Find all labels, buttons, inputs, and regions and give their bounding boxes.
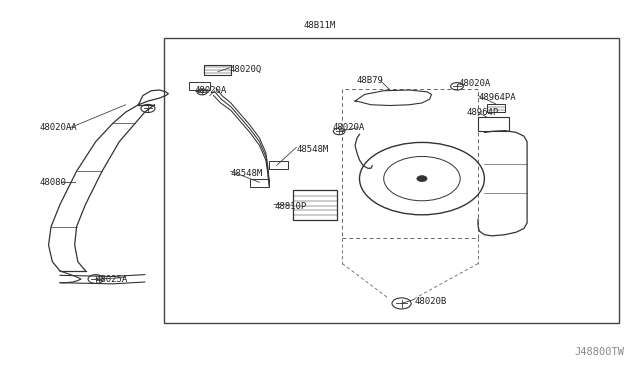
Bar [487, 104, 505, 112]
Text: 48020A: 48020A [195, 86, 227, 95]
Bar [269, 161, 288, 169]
Text: 48548M: 48548M [296, 145, 329, 154]
Text: 48B11M: 48B11M [304, 21, 336, 30]
Bar [250, 179, 269, 187]
Bar [164, 38, 620, 323]
Text: 48548M: 48548M [231, 169, 263, 177]
Text: 48B79: 48B79 [357, 76, 384, 85]
Bar [478, 117, 509, 131]
Bar [293, 190, 337, 220]
Text: 48080: 48080 [40, 178, 67, 187]
Text: 48020A: 48020A [459, 79, 491, 88]
Text: 48964PA: 48964PA [478, 93, 516, 102]
Circle shape [417, 176, 427, 182]
Bar [189, 82, 210, 90]
Text: 48810P: 48810P [274, 202, 307, 211]
Text: 48025A: 48025A [96, 275, 128, 283]
Text: 48020B: 48020B [414, 297, 447, 306]
Text: 48020A: 48020A [333, 123, 365, 132]
Bar [204, 65, 231, 75]
Text: J48800TW: J48800TW [575, 347, 625, 357]
Text: 48020AA: 48020AA [40, 123, 77, 132]
Text: 48020Q: 48020Q [230, 65, 262, 74]
Text: 48964P: 48964P [467, 108, 499, 117]
